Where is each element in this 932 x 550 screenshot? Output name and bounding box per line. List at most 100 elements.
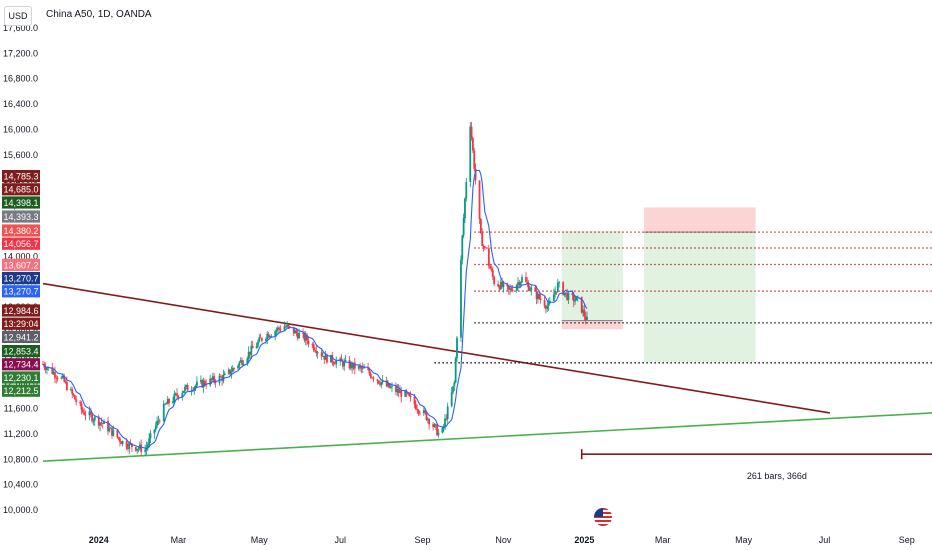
trend-line [42, 282, 830, 414]
candle-body [107, 420, 109, 432]
candle-body [539, 298, 542, 301]
candle-body [562, 282, 565, 295]
x-tick-label: 2025 [574, 535, 594, 545]
candle-body [278, 327, 281, 329]
candle-body [404, 390, 407, 397]
candle-body [203, 381, 206, 385]
candle-body [156, 420, 159, 426]
candle-body [89, 411, 92, 415]
candle-body [72, 393, 75, 396]
candle-body [261, 338, 263, 341]
candle-body [535, 290, 538, 300]
candle-body [99, 422, 101, 426]
x-tick-label: Mar [655, 535, 671, 545]
candle-body [202, 381, 205, 388]
candle-body [368, 369, 371, 374]
candle-body [444, 418, 446, 427]
candle-body [92, 420, 95, 422]
candle-body [230, 371, 233, 374]
candle-body [330, 355, 332, 363]
candle-body [554, 291, 557, 295]
candle-body [302, 332, 304, 334]
candle-body [399, 390, 401, 393]
price-tag [2, 330, 40, 343]
candle-body [144, 449, 147, 452]
candle-body [369, 373, 372, 378]
candle-body [315, 351, 318, 354]
price-tag-label: 13,270.7 [3, 287, 38, 297]
candle-body [418, 412, 421, 414]
candle-body [172, 400, 174, 403]
candle-body [154, 425, 157, 430]
candle-body [222, 374, 225, 381]
price-tag-label: 14,056.7 [3, 239, 38, 249]
candle-body [571, 293, 574, 296]
currency-button[interactable]: USD [4, 6, 32, 26]
candle-body [227, 369, 230, 374]
candle-body [552, 294, 555, 302]
candle-body [353, 362, 356, 369]
price-tag-label: 12,984.6 [3, 306, 38, 316]
candle-body [445, 418, 448, 420]
candle-body [238, 362, 241, 366]
price-tag-label: 12,941.2 [3, 332, 38, 342]
candle-body [501, 281, 503, 288]
candle-body [340, 358, 343, 362]
candle-body [199, 380, 202, 382]
candle-body [481, 233, 484, 246]
price-tag [2, 170, 40, 183]
candle-body [332, 362, 335, 364]
candle-body [474, 168, 477, 181]
price-tag [2, 210, 40, 223]
price-tag [2, 358, 40, 371]
candle-body [312, 344, 315, 350]
price-tag-label: 12,853.4 [3, 347, 38, 357]
horizontal-levels [434, 231, 932, 364]
candle-body [379, 383, 381, 385]
candle-body [298, 332, 300, 339]
stop-zone [644, 207, 756, 233]
candle-body [275, 330, 278, 332]
y-tick-label: 14,000.0 [3, 251, 38, 261]
candle-body [413, 396, 416, 405]
time-axis[interactable]: 2024 Mar May Jul Sep Nov 2025 Mar May Jul Sep [0, 530, 932, 550]
candle-body [185, 385, 188, 387]
candle-body [530, 287, 533, 291]
candle-body [44, 367, 47, 370]
candle-body [120, 441, 123, 445]
candle-body [572, 295, 575, 302]
time-axis-background [0, 530, 932, 550]
candle-body [509, 288, 511, 290]
candle-body [469, 126, 472, 182]
candle-body [433, 424, 436, 427]
candle-body [389, 386, 392, 388]
trend-lines [42, 282, 932, 462]
us-flag-icon [594, 508, 612, 526]
candle-body [97, 416, 100, 426]
candle-body [258, 337, 261, 342]
candle-body [166, 398, 169, 404]
candle-body [84, 414, 87, 416]
candle-body [251, 345, 254, 349]
candle-body [242, 363, 245, 365]
y-tick-label: 16,800.0 [3, 74, 38, 84]
candle-body [184, 386, 186, 391]
price-tag-label: 12,212.5 [3, 386, 38, 396]
countdown-tag [2, 317, 40, 330]
price-tag-label: 14,685.0 [3, 185, 38, 195]
candle-body [334, 363, 336, 365]
candle-body [450, 392, 453, 407]
candle-body [377, 380, 380, 384]
candle-body [190, 390, 193, 392]
candle-body [239, 360, 242, 363]
candle-body [257, 341, 259, 347]
stop-zone [561, 320, 623, 330]
candle-body [173, 393, 176, 401]
candle-body [255, 346, 258, 349]
candle-body [507, 286, 510, 290]
candle-body [287, 325, 290, 327]
candle-body [303, 332, 306, 341]
candle-body [231, 368, 234, 372]
candle-body [148, 438, 151, 445]
